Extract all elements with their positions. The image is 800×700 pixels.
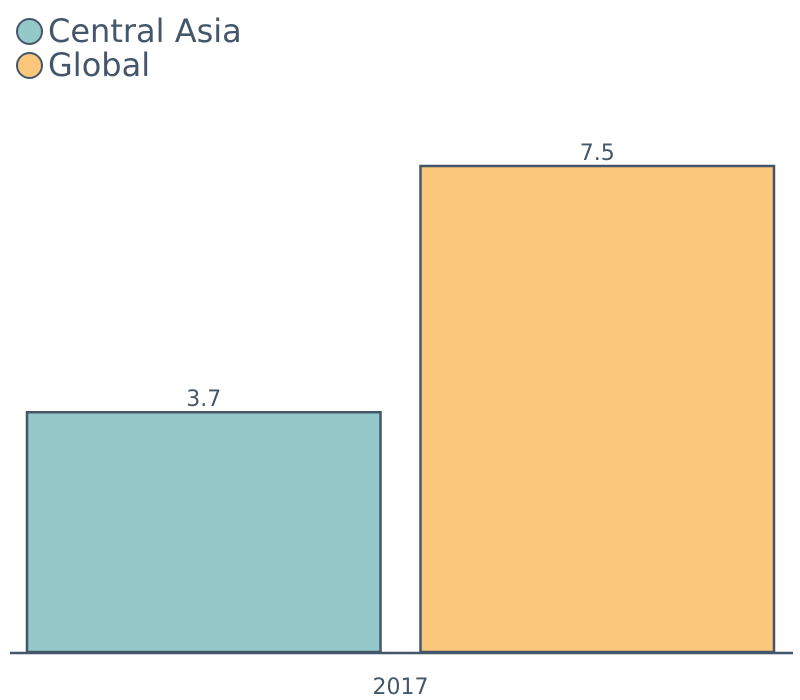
bar-central-asia [25,410,382,654]
x-tick-label: 2017 [373,675,429,700]
legend: Central Asia Global [16,14,242,82]
legend-item-central-asia: Central Asia [16,14,242,48]
bar-global [419,164,776,654]
data-label-global: 7.5 [580,141,615,166]
legend-swatch-global [16,51,43,79]
legend-label-central-asia: Central Asia [48,12,242,50]
data-label-central-asia: 3.7 [186,387,221,412]
legend-swatch-central-asia [16,17,43,45]
legend-label-global: Global [48,46,151,84]
legend-item-global: Global [16,48,242,82]
